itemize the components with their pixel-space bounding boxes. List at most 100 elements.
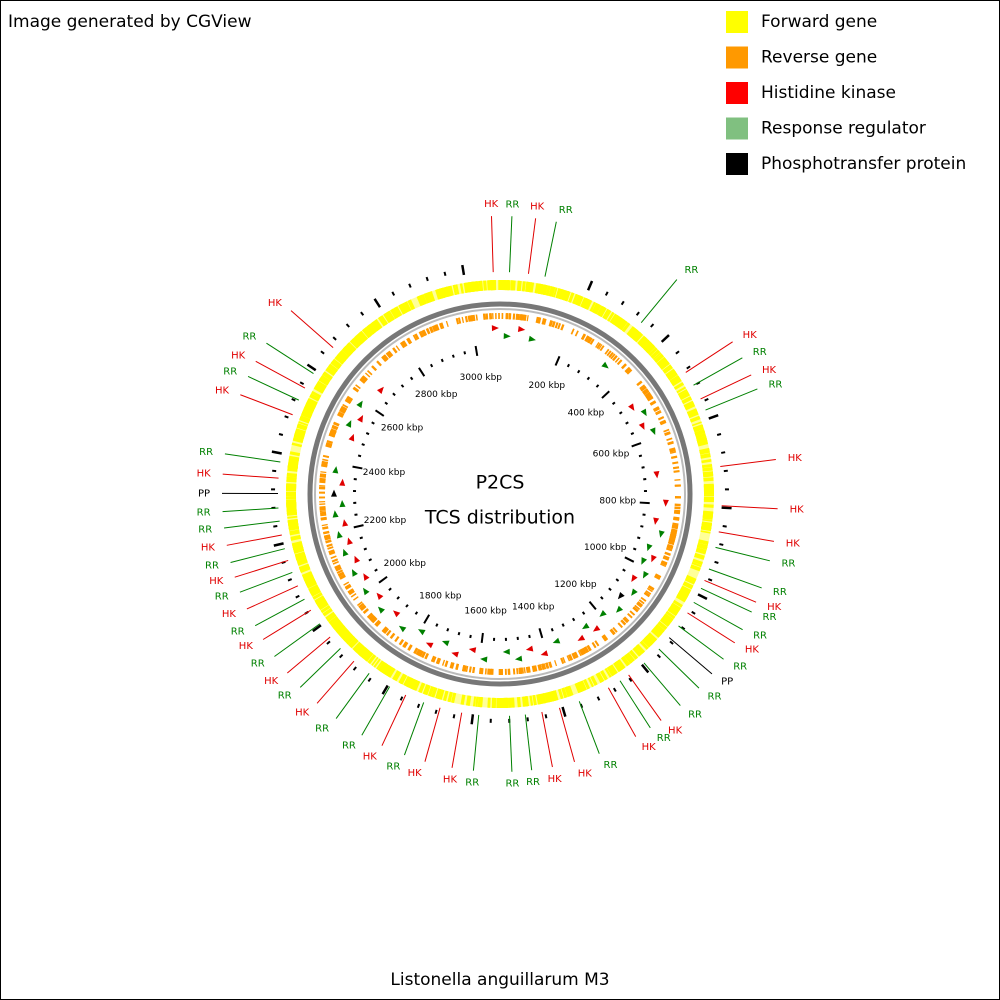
reverse-gene — [381, 626, 388, 633]
forward-gene — [650, 629, 660, 638]
forward-gene — [662, 615, 672, 624]
outer-minor-tick — [399, 696, 404, 701]
feature-label: RR — [688, 710, 702, 721]
minor-tick — [561, 623, 565, 627]
reverse-gene — [403, 641, 409, 649]
reverse-gene — [434, 324, 440, 331]
forward-gene — [692, 424, 703, 430]
feature-leader — [240, 394, 293, 416]
feature-marker — [631, 588, 638, 596]
forward-gene — [545, 285, 551, 296]
reverse-gene — [648, 586, 654, 591]
reverse-gene — [668, 537, 676, 542]
feature-marker — [514, 655, 523, 662]
minor-tick — [361, 443, 365, 446]
forward-gene — [699, 450, 710, 455]
outer-major-tick — [373, 298, 382, 308]
reverse-gene — [515, 313, 518, 320]
feature-label: HK — [408, 768, 423, 779]
forward-gene — [576, 295, 584, 307]
reverse-gene — [663, 555, 670, 559]
outer-minor-tick — [544, 714, 548, 719]
reverse-gene — [660, 561, 668, 566]
forward-gene — [463, 282, 468, 293]
forward-gene — [562, 290, 569, 301]
tick-label: 1000 kbp — [584, 543, 627, 553]
forward-gene — [676, 386, 687, 394]
forward-gene — [548, 286, 554, 297]
reverse-gene — [663, 428, 670, 433]
organism-label: Listonella anguillarum M3 — [390, 970, 609, 990]
feature-marker — [342, 548, 349, 557]
forward-gene — [342, 346, 353, 356]
forward-gene — [679, 392, 690, 401]
feature-label: PP — [721, 677, 733, 688]
feature-leader — [628, 674, 662, 721]
feature-label: HK — [268, 298, 283, 309]
outer-minor-tick — [345, 323, 350, 328]
reverse-gene — [521, 667, 525, 674]
reverse-gene — [671, 456, 678, 460]
feature-label: RR — [465, 778, 479, 789]
reverse-gene — [609, 628, 616, 635]
feature-marker — [658, 530, 665, 538]
forward-gene — [701, 463, 713, 469]
forward-gene — [299, 415, 311, 423]
forward-gene — [288, 522, 299, 527]
reverse-gene — [463, 665, 467, 672]
feature-leader — [255, 360, 306, 389]
reverse-gene — [548, 320, 552, 327]
reverse-gene — [608, 351, 614, 358]
forward-gene — [423, 293, 430, 304]
forward-gene — [702, 513, 714, 519]
outer-minor-tick — [367, 677, 372, 683]
forward-gene — [648, 347, 658, 357]
reverse-gene — [319, 475, 326, 478]
reverse-gene — [465, 316, 469, 323]
forward-gene — [483, 280, 487, 291]
forward-gene — [344, 344, 355, 354]
feature-label: RR — [231, 626, 245, 637]
forward-gene — [682, 582, 693, 590]
reverse-gene — [418, 331, 424, 338]
forward-gene — [616, 660, 624, 670]
reverse-gene — [320, 516, 327, 520]
forward-gene — [541, 284, 546, 295]
outer-minor-tick — [416, 703, 421, 709]
reverse-gene — [395, 345, 401, 352]
forward-gene — [630, 650, 638, 659]
feature-marker — [628, 403, 635, 411]
reverse-gene — [359, 604, 366, 611]
backbone-inner — [314, 308, 686, 680]
reverse-gene — [669, 447, 676, 452]
forward-gene — [694, 431, 706, 436]
forward-gene — [377, 661, 386, 672]
feature-label: HK — [790, 504, 805, 515]
reverse-gene — [376, 360, 382, 367]
forward-gene — [325, 367, 336, 377]
forward-gene — [562, 290, 568, 301]
forward-gene — [334, 356, 344, 365]
forward-gene — [544, 692, 550, 703]
reverse-gene — [374, 620, 381, 626]
reverse-gene — [541, 318, 545, 325]
center-subtitle: TCS distribution — [424, 507, 575, 529]
reverse-gene — [386, 351, 392, 358]
reverse-gene — [636, 601, 643, 608]
feature-marker — [616, 605, 624, 613]
feature-marker — [662, 499, 669, 507]
reverse-gene — [604, 348, 610, 355]
forward-gene — [296, 556, 307, 563]
forward-gene — [521, 281, 525, 292]
outer-minor-tick — [721, 451, 726, 454]
forward-gene — [322, 608, 333, 617]
reverse-gene — [574, 330, 579, 337]
forward-gene — [470, 281, 476, 292]
forward-gene — [702, 467, 713, 472]
reverse-gene — [573, 652, 578, 659]
reverse-gene — [595, 342, 600, 348]
feature-leader — [247, 376, 300, 401]
forward-gene — [697, 440, 709, 447]
forward-gene — [536, 694, 542, 705]
